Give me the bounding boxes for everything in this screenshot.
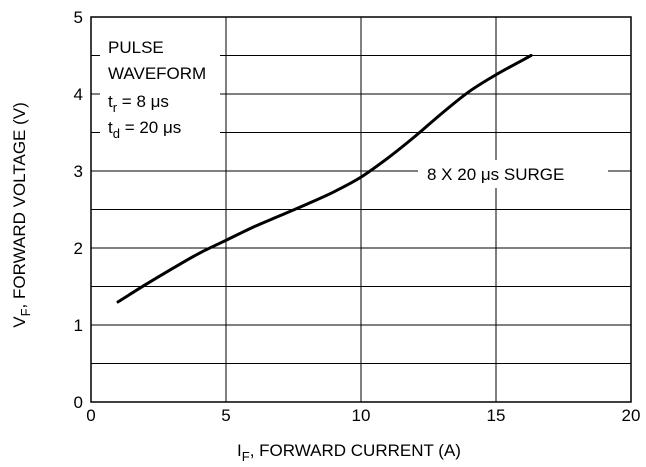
x-tick-label: 20 [622,406,641,425]
x-axis-label: IF, FORWARD CURRENT (A) [237,441,461,464]
y-tick-label: 3 [74,162,83,181]
rise-time-label: tr = 8 μs [108,92,169,115]
y-tick-label: 1 [74,316,83,335]
x-tick-label: 5 [221,406,230,425]
waveform-line-1: PULSE [108,38,164,57]
x-tick-labels: 0 5 10 15 20 [86,406,640,425]
y-tick-label: 2 [74,239,83,258]
y-tick-label: 4 [74,85,83,104]
series-line-surge [116,54,533,304]
decay-time-label: td = 20 μs [108,118,181,141]
surge-series-label: 8 X 20 μs SURGE [427,165,564,184]
x-tick-label: 15 [487,406,506,425]
plot-frame [90,16,632,403]
waveform-box-background [100,30,220,142]
x-tick-label: 10 [352,406,371,425]
y-tick-label: 5 [74,8,83,27]
x-tick-label: 0 [86,406,95,425]
surge-label-background [418,160,608,188]
y-tick-labels: 0 1 2 3 4 5 [74,8,83,412]
waveform-line-2: WAVEFORM [108,64,206,83]
y-tick-label: 0 [74,393,83,412]
y-axis-label: VF, FORWARD VOLTAGE (V) [10,102,33,328]
